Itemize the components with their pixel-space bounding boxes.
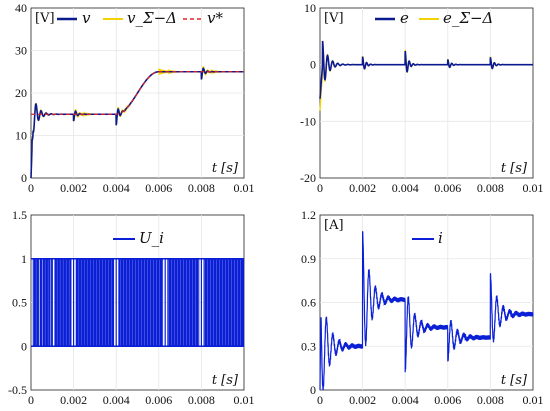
- x-axis-label: t [s]: [501, 373, 528, 388]
- x-tick-label: 0.01: [523, 393, 544, 407]
- legend-label-u: U_i: [139, 229, 164, 247]
- x-tick-label: 0.002: [60, 181, 87, 195]
- series-group: [31, 258, 244, 347]
- x-tick-label: 0.008: [477, 393, 504, 407]
- y-tick-label: 20: [15, 86, 27, 100]
- unit-label: [A]: [324, 218, 344, 233]
- panel-current: 0 0.002 0.004 0.006 0.008 0.01 0 0.3 0.6 0.9 1.2 […: [301, 208, 544, 407]
- x-tick-label: 0: [28, 393, 34, 407]
- x-tick-label: 0.004: [392, 181, 419, 195]
- x-tick-label: 0.004: [392, 393, 419, 407]
- y-tick-label: 1.2: [301, 208, 316, 222]
- tick-labels: 0 0.002 0.004 0.006 0.008 0.01-0.500.511.5: [8, 208, 255, 407]
- switching-burst: [203, 258, 244, 347]
- x-tick-label: 0.006: [434, 393, 461, 407]
- x-tick-label: 0.01: [523, 181, 544, 195]
- x-tick-label: 0.006: [145, 393, 172, 407]
- switching-burst: [118, 258, 164, 347]
- legend-label-v-star: v*: [207, 9, 223, 27]
- y-tick-label: 0: [310, 383, 316, 397]
- tick-labels: 0 0.002 0.004 0.006 0.008 0.01 0 0.3 0.6 0.9 1.2: [301, 208, 544, 407]
- legend-label-e: e: [400, 9, 409, 27]
- unit-label: [V]: [35, 11, 55, 26]
- x-tick-label: 0.008: [188, 393, 215, 407]
- y-tick-label: 0: [310, 58, 316, 72]
- tick-labels: 0 0.002 0.004 0.006 0.008 0.01 -20 -10 0 10: [300, 1, 544, 195]
- panel-voltage: 0 0.002 0.004 0.006 0.008 0.01 0 10 20 30 40 [V] v…: [15, 1, 255, 195]
- legend-label-i: i: [438, 229, 443, 247]
- x-tick-label: 0.002: [349, 393, 376, 407]
- legend-label-v-sigma-delta: v_Σ−Δ: [127, 9, 177, 27]
- y-tick-label: 0.5: [12, 296, 27, 310]
- y-tick-label: 0: [21, 339, 27, 353]
- y-tick-label: 10: [15, 129, 27, 143]
- x-tick-label: 0: [317, 181, 323, 195]
- x-tick-label: 0.006: [434, 181, 461, 195]
- y-tick-label: 0: [21, 171, 27, 185]
- x-tick-label: 0: [28, 181, 34, 195]
- x-tick-label: 0.002: [60, 393, 87, 407]
- series-group: [30, 66, 244, 179]
- y-tick-label: 30: [15, 44, 27, 58]
- panel-error: 0 0.002 0.004 0.006 0.008 0.01 -20 -10 0 10 [V] e…: [300, 1, 544, 195]
- y-tick-label: 1.5: [12, 208, 27, 222]
- x-tick-label: 0.002: [349, 181, 376, 195]
- x-tick-label: 0.01: [234, 181, 255, 195]
- y-tick-label: 1: [21, 252, 27, 266]
- x-tick-label: 0.004: [103, 181, 130, 195]
- unit-label: [V]: [324, 11, 344, 26]
- legend: e e_Σ−Δ: [375, 9, 493, 27]
- x-tick-label: 0.008: [188, 181, 215, 195]
- x-tick-label: 0: [317, 393, 323, 407]
- legend: U_i: [113, 229, 164, 247]
- y-tick-label: -20: [300, 171, 316, 185]
- x-tick-label: 0.008: [477, 181, 504, 195]
- plot-frame: [319, 7, 534, 179]
- x-axis-label: t [s]: [212, 161, 239, 176]
- x-tick-label: 0.006: [145, 181, 172, 195]
- switching-burst: [54, 258, 72, 347]
- series-v-star: [31, 71, 244, 115]
- x-axis-label: t [s]: [501, 161, 528, 176]
- switching-burst: [75, 258, 115, 347]
- y-tick-label: 0.9: [301, 252, 316, 266]
- y-tick-label: -10: [300, 114, 316, 128]
- y-tick-label: 0.6: [301, 296, 316, 310]
- y-tick-label: 0.3: [301, 339, 316, 353]
- x-tick-label: 0.004: [103, 393, 130, 407]
- x-axis-label: t [s]: [212, 373, 239, 388]
- tick-labels: 0 0.002 0.004 0.006 0.008 0.01 0 10 20 30 40: [15, 1, 255, 195]
- panel-control-input: 0 0.002 0.004 0.006 0.008 0.01-0.500.511.5 U_…: [8, 208, 255, 407]
- legend-label-v: v: [82, 9, 91, 27]
- series-group: [319, 40, 533, 111]
- legend-label-e-sigma-delta: e_Σ−Δ: [443, 9, 493, 27]
- x-tick-label: 0.01: [234, 393, 255, 407]
- y-tick-label: -0.5: [8, 383, 27, 397]
- series-i: [319, 231, 534, 391]
- legend: i: [412, 229, 443, 247]
- legend: v v_Σ−Δ v*: [57, 9, 223, 27]
- y-tick-label: 10: [304, 1, 316, 15]
- y-tick-label: 40: [15, 1, 27, 15]
- series-group: [319, 231, 534, 391]
- switching-burst: [42, 258, 51, 347]
- series-e: [319, 40, 533, 99]
